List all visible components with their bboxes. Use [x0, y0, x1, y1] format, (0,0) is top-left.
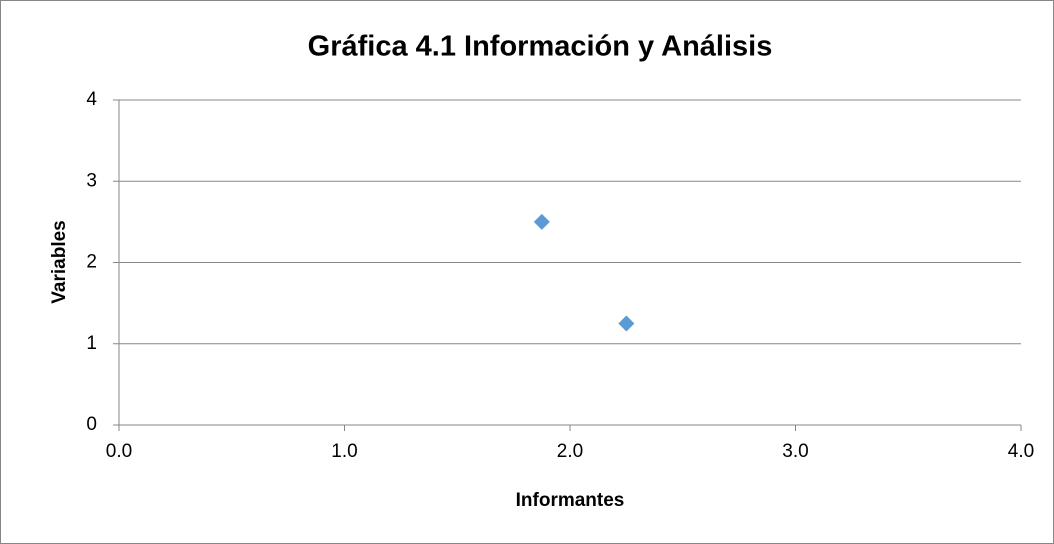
y-tick-label: 3 [86, 170, 97, 191]
y-axis-label: Variables [49, 220, 70, 303]
y-tick-label: 0 [86, 414, 97, 435]
x-tick-label: 2.0 [557, 441, 583, 462]
y-tick-label: 1 [86, 333, 97, 354]
x-tick-label: 4.0 [1008, 441, 1034, 462]
point [618, 315, 635, 332]
y-tick-label: 2 [86, 252, 97, 273]
point [533, 213, 550, 230]
x-axis-label: Informantes [516, 490, 625, 511]
x-tick-label: 3.0 [782, 441, 808, 462]
chart-title: Gráfica 4.1 Información y Análisis [308, 31, 773, 63]
x-tick-label: 1.0 [331, 441, 357, 462]
y-tick-label: 4 [86, 89, 97, 110]
x-tick-label: 0.0 [106, 441, 132, 462]
